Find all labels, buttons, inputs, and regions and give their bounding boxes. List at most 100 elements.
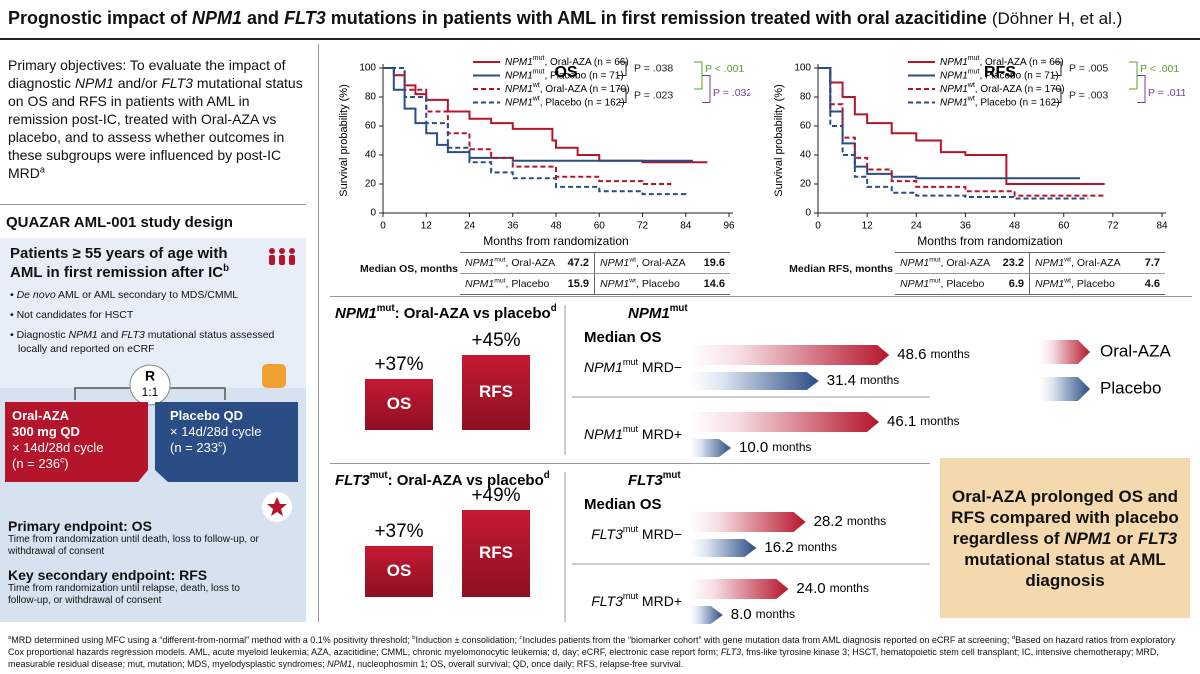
text-part: MRD+ — [638, 593, 682, 609]
x-tick-label: 24 — [911, 221, 923, 232]
x-tick-label: 12 — [421, 221, 433, 232]
improvement-bar — [462, 510, 530, 597]
rule — [330, 296, 1192, 297]
y-tick-label: 40 — [800, 150, 812, 161]
median-label: 46.1 months — [887, 413, 960, 430]
text-part: Oral-AZA prolonged OS and RFS compared w… — [951, 486, 1179, 548]
y-axis-label: Survival probability (%) — [338, 84, 350, 196]
arm-n: (n = 236c) — [12, 455, 69, 471]
y-tick-label: 0 — [805, 208, 811, 219]
p-bracket — [702, 75, 711, 103]
unit: months — [756, 607, 795, 621]
text-part: NPM1 — [74, 75, 114, 91]
p-value: P = .032 — [713, 87, 750, 99]
y-axis-label: Survival probability (%) — [773, 84, 785, 196]
bar-label: RFS — [479, 543, 513, 562]
median-value: 10.0 — [739, 439, 768, 456]
x-tick-label: 84 — [1156, 221, 1168, 232]
bar-value-label: +49% — [471, 485, 520, 506]
text-part: NPM1 — [584, 359, 623, 375]
x-tick-label: 72 — [637, 221, 649, 232]
text-part: and — [242, 8, 285, 28]
bar-value-label: +45% — [471, 330, 520, 351]
y-tick-label: 60 — [365, 121, 377, 132]
patients: Patients ≥ 55 years of age with AML in f… — [10, 244, 260, 282]
text-part: FLT3 — [161, 75, 193, 91]
footnote: aMRD determined using MFC using a “diffe… — [8, 634, 1193, 670]
bar-label: OS — [387, 561, 412, 580]
legend-label: NPM1mut, Oral-AZA (n = 66) — [940, 55, 1064, 67]
text-part: mutational status assessed locally and r… — [18, 329, 275, 355]
median-label: 8.0 months — [731, 606, 795, 623]
p-value: P = .011 — [1148, 87, 1185, 99]
oral-aza-arm — [5, 402, 148, 482]
y-tick-label: 20 — [365, 179, 377, 190]
text-part: (n = 236 — [12, 456, 61, 471]
text-part: c — [519, 635, 523, 641]
text-part: FLT3 — [591, 593, 623, 609]
text-part: NPM1 — [68, 329, 98, 341]
median-label: 28.2 months — [814, 513, 887, 530]
chart-title: OS — [554, 64, 577, 81]
bar-value-label: +37% — [374, 354, 423, 375]
legend-label: Oral-AZA — [1100, 341, 1172, 360]
cell-label: NPM1mut, Placebo — [465, 277, 550, 290]
y-tick-label: 100 — [794, 63, 811, 74]
median-arrow — [690, 345, 890, 365]
text-part: Includes patients from the “biomarker co… — [522, 635, 1012, 645]
bullet: • Not candidates for HSCT — [10, 309, 134, 321]
title: Prognostic impact of NPM1 and FLT3 mutat… — [8, 8, 987, 28]
text-part: Not candidates for HSCT — [16, 309, 134, 321]
x-tick-label: 0 — [815, 221, 821, 232]
text-part: mutational status at AML diagnosis — [964, 549, 1166, 590]
cell-value: 7.7 — [1144, 257, 1160, 269]
x-tick-label: 60 — [1058, 221, 1070, 232]
table-label: Median OS, months — [359, 263, 458, 275]
patients-panel — [0, 238, 306, 388]
text-part: mut — [623, 524, 639, 534]
table-cell: NPM1mut, Placebo 15.9 — [460, 274, 595, 294]
table-cell: NPM1wt, Oral-AZA 7.7 — [1030, 253, 1165, 274]
placebo-arm — [155, 402, 298, 482]
randomization: R — [145, 368, 155, 384]
text-part: b — [223, 263, 230, 274]
text-part: mut — [663, 470, 682, 481]
cell-value: 19.6 — [703, 257, 725, 269]
median-arrow — [690, 539, 757, 557]
x-axis-label: Months from randomization — [483, 234, 628, 248]
section-title: NPM1mut: Oral-AZA vs placebod — [335, 303, 557, 322]
p-value: P = .038 — [634, 63, 673, 75]
text-part: and — [97, 329, 122, 341]
survival-curve — [383, 67, 708, 164]
text-part: mut — [623, 591, 639, 601]
ratio: 1:1 — [142, 385, 159, 399]
median-arrow — [690, 412, 880, 432]
x-tick-label: 48 — [550, 221, 562, 232]
cell-label: NPM1wt, Oral-AZA — [600, 256, 686, 269]
legend-label: Placebo — [1100, 378, 1161, 397]
table-cell: NPM1wt, Oral-AZA 19.6 — [595, 253, 730, 274]
text-part: Primary objectives: To evaluate the impa… — [8, 57, 286, 91]
survival-curve — [818, 67, 1105, 197]
text-part: mutations in patients with AML in first … — [325, 8, 987, 28]
p-bracket — [618, 88, 627, 103]
cell-label: NPM1mut, Placebo — [900, 277, 985, 290]
x-tick-label: 12 — [862, 221, 874, 232]
arm-line: × 14d/28d cycle — [170, 424, 262, 439]
text-part: ) — [64, 456, 69, 471]
table-label: Median RFS, months — [789, 263, 893, 275]
unit: months — [772, 440, 811, 454]
text-part: MRD+ — [638, 426, 682, 442]
header-rule — [0, 38, 1200, 40]
text-part: NPM1 — [192, 8, 243, 28]
x-tick-label: 72 — [1107, 221, 1119, 232]
median-arrow — [690, 606, 723, 624]
p-value: P < .001 — [705, 63, 744, 75]
bar-label: RFS — [479, 382, 513, 401]
median-table: NPM1mut, Oral-AZA 23.2 NPM1wt, Oral-AZA 7.7… — [895, 252, 1165, 295]
median-label: 48.6 months — [897, 346, 970, 363]
text-part: NPM1 — [327, 659, 353, 669]
arm-line: Oral-AZA — [12, 408, 70, 423]
p-bracket — [1053, 88, 1062, 103]
